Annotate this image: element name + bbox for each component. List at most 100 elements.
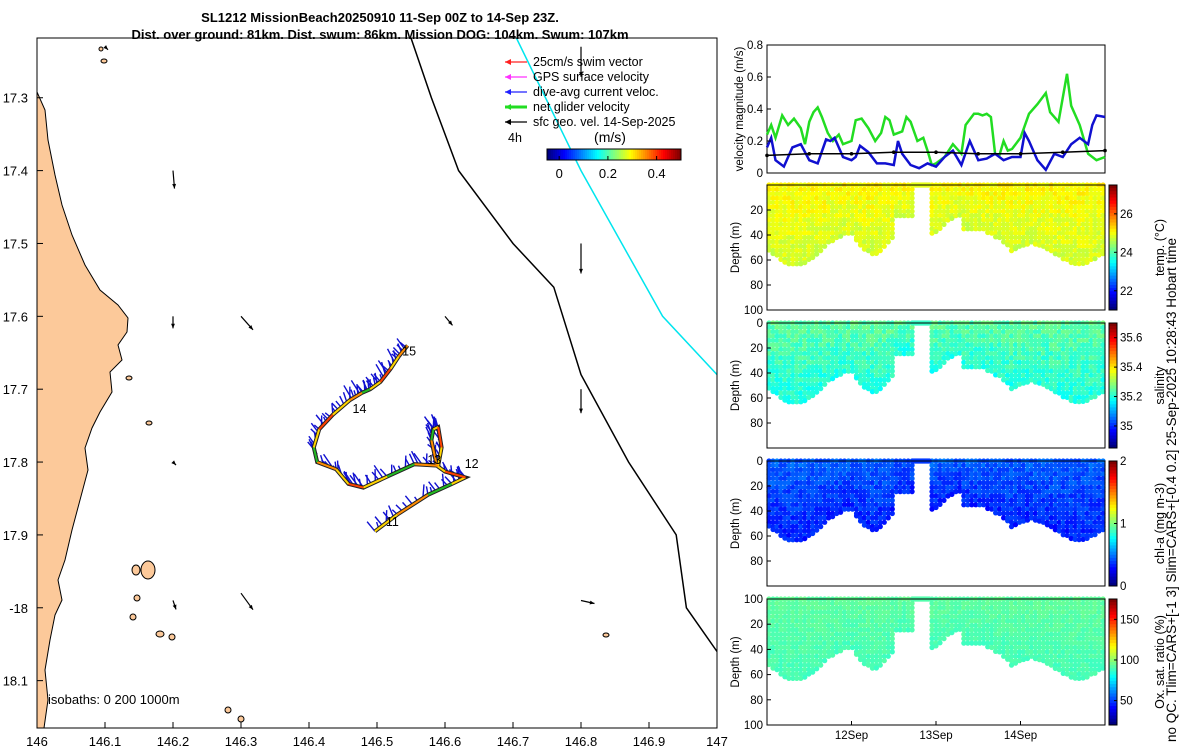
section-cell <box>873 221 880 227</box>
section-cell <box>989 359 995 365</box>
section-cell <box>1001 213 1007 219</box>
section-cell <box>1088 204 1094 210</box>
section-cell <box>1064 191 1070 197</box>
section-cell <box>814 239 820 245</box>
section-cell <box>861 213 868 219</box>
section-cell <box>1076 239 1082 245</box>
section-cell <box>790 213 796 219</box>
section-cell <box>957 191 963 197</box>
section-cell <box>794 381 800 387</box>
colorbar-cell <box>637 149 640 160</box>
section-cell <box>838 226 844 232</box>
section-cell <box>802 191 808 197</box>
section-cell <box>981 208 987 214</box>
section-cell <box>1016 324 1023 330</box>
section-cell <box>1005 226 1011 232</box>
section-cell <box>826 377 832 383</box>
section-cell <box>1012 329 1019 335</box>
island <box>602 632 610 638</box>
section-cell <box>770 213 776 219</box>
section-cell <box>865 221 872 227</box>
section-cell <box>1056 355 1062 361</box>
section-cell <box>1068 239 1074 245</box>
section-cell <box>782 342 788 348</box>
section-cell <box>865 333 872 339</box>
section-cell <box>1001 355 1007 361</box>
section-cell <box>798 186 804 192</box>
section-cell <box>786 226 792 232</box>
section-cell <box>841 213 848 219</box>
section-cell <box>1024 355 1031 361</box>
section-cell <box>989 213 995 219</box>
section-cell <box>929 368 935 374</box>
section-cell <box>818 346 824 352</box>
section-cell <box>861 246 868 252</box>
section-cell <box>1068 390 1074 396</box>
section-cell <box>806 324 812 330</box>
section-cell <box>1012 355 1019 361</box>
section-cell <box>905 208 911 214</box>
section-cell <box>826 324 832 330</box>
section-cell <box>1064 199 1070 206</box>
section-cell <box>1001 346 1007 352</box>
section-cell <box>1040 333 1046 339</box>
section-cell <box>949 333 955 339</box>
section-cell <box>1064 217 1070 223</box>
section-cell <box>953 342 959 348</box>
section-cell <box>993 324 999 330</box>
section-colorbar-cell <box>1109 432 1117 436</box>
section-cell <box>838 351 844 357</box>
section-cell <box>945 208 951 214</box>
section-cell <box>945 342 951 348</box>
section-cell <box>790 364 796 370</box>
section-cell <box>993 195 999 201</box>
section-cell <box>782 226 788 232</box>
section-cell <box>1016 199 1023 206</box>
section-cell <box>770 381 776 387</box>
section-cell <box>965 324 971 330</box>
section-cell <box>1056 390 1062 396</box>
section-cell <box>945 195 951 201</box>
section-cell <box>993 186 999 192</box>
section-cell <box>1060 208 1066 214</box>
section-cell <box>1040 364 1046 370</box>
section-cell <box>1092 234 1098 241</box>
section-cell <box>981 324 987 330</box>
section-cell <box>1100 221 1106 227</box>
section-cell <box>1068 252 1074 258</box>
section-cell <box>806 252 812 258</box>
section-cell <box>766 337 772 344</box>
section-cell <box>861 191 868 197</box>
section-cell <box>1100 208 1106 214</box>
colorbar-cell <box>547 149 550 160</box>
section-cell <box>865 337 872 344</box>
section-cell <box>1072 359 1078 365</box>
section-cell <box>941 195 947 201</box>
section-cell <box>941 324 947 330</box>
section-cell <box>766 385 772 391</box>
section-cell <box>949 204 955 210</box>
colorbar-tick-label: 0.4 <box>648 166 666 181</box>
section-cell <box>1012 239 1019 245</box>
island <box>98 46 104 52</box>
section-cell <box>814 337 820 344</box>
section-cell <box>1088 226 1094 232</box>
section-cell <box>877 333 883 339</box>
section-cell <box>806 355 812 361</box>
section-cell <box>981 199 987 206</box>
section-cell <box>1020 355 1027 361</box>
section-cell <box>1012 204 1019 210</box>
section-cell <box>981 221 987 227</box>
section-cell <box>1028 372 1034 379</box>
section-cell <box>1072 256 1078 262</box>
section-cell <box>1088 191 1094 197</box>
map-y-tick-label: 17.8 <box>3 455 28 470</box>
section-colorbar-cell <box>1109 291 1117 295</box>
section-cell <box>857 329 864 335</box>
section-cell <box>937 199 943 206</box>
section-cell <box>794 191 800 197</box>
section-cell <box>1016 342 1023 348</box>
section-cell <box>818 364 824 370</box>
section-cell <box>1068 221 1074 227</box>
